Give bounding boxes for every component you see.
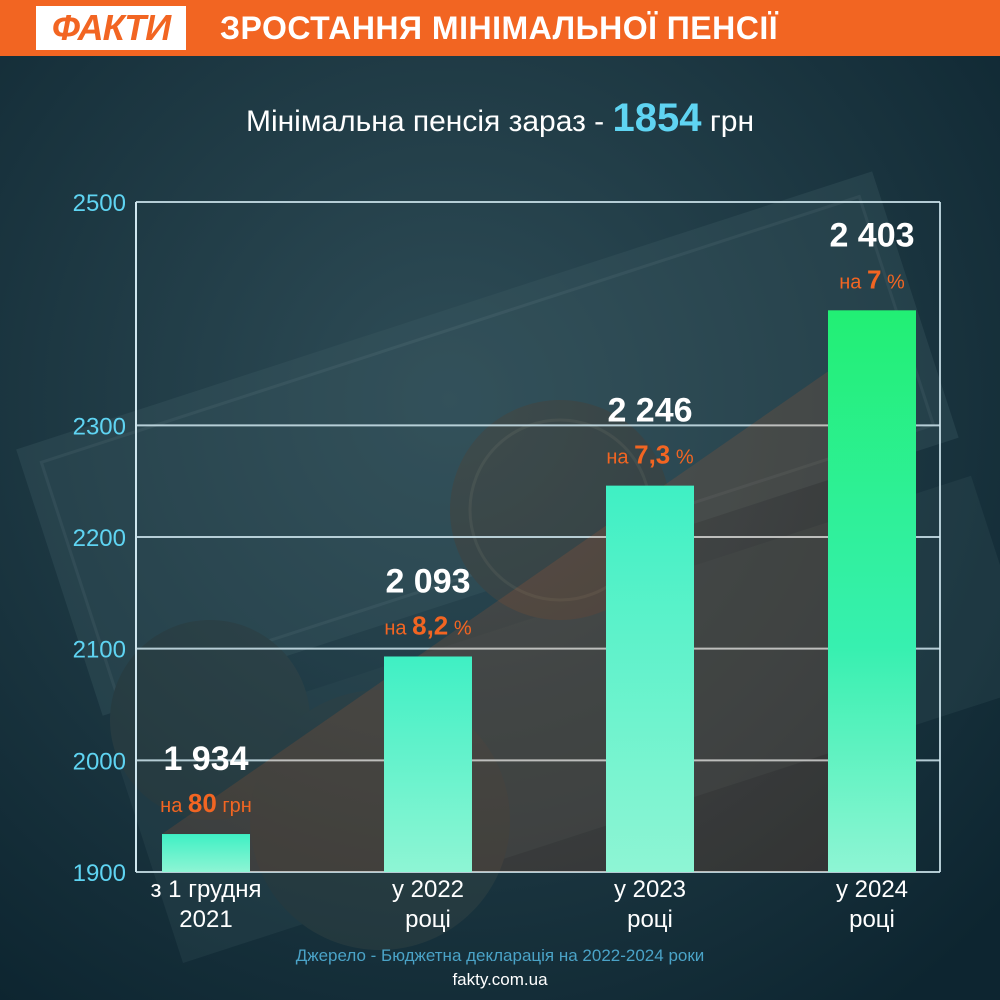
bar-value-label: 2 246 <box>607 392 692 430</box>
increase-value: 7 <box>867 264 881 294</box>
increase-value: 80 <box>188 788 217 818</box>
bar-3 <box>606 485 694 872</box>
trend-shade-area <box>162 310 916 873</box>
x-category-label: у 2022 <box>392 876 464 903</box>
brand-logo: ФАКТИ <box>36 6 186 50</box>
increase-prefix: на <box>606 447 634 469</box>
bar-1 <box>162 834 250 872</box>
x-category-label: році <box>405 906 451 933</box>
bar-increase-label: на 7,3 % <box>606 440 693 470</box>
bar-4 <box>828 310 916 873</box>
current-pension-line: Мінімальна пенсія зараз - 1854 грн <box>0 96 1000 141</box>
bar-value-label: 2 403 <box>829 216 914 254</box>
increase-prefix: на <box>839 271 867 293</box>
page-title: ЗРОСТАННЯ МІНІМАЛЬНОЇ ПЕНСІЇ <box>220 10 779 46</box>
increase-unit: % <box>881 271 905 293</box>
increase-prefix: на <box>160 795 188 817</box>
increase-unit: % <box>670 447 694 469</box>
bar-increase-label: на 7 % <box>839 264 905 294</box>
x-category-label: з 1 грудня <box>151 876 262 903</box>
bar-value-label: 1 934 <box>163 740 248 778</box>
y-tick-label: 2000 <box>73 748 126 775</box>
current-pension-unit: грн <box>701 105 755 138</box>
x-category-label: у 2024 <box>836 876 908 903</box>
x-category-label: році <box>849 906 895 933</box>
increase-value: 7,3 <box>634 440 670 470</box>
bar-value-label: 2 093 <box>385 562 470 600</box>
x-category-label: році <box>627 906 673 933</box>
y-tick-label: 2500 <box>73 190 126 217</box>
y-tick-label: 1900 <box>73 860 126 887</box>
increase-value: 8,2 <box>412 610 448 640</box>
site-url: fakty.com.ua <box>452 970 548 989</box>
increase-unit: % <box>448 617 472 639</box>
increase-prefix: на <box>384 617 412 639</box>
x-category-label: 2021 <box>179 906 232 933</box>
source-note: Джерело - Бюджетна декларація на 2022-20… <box>295 946 705 965</box>
bar-2 <box>384 656 472 872</box>
bar-increase-label: на 80 грн <box>160 788 252 818</box>
header-bar: ФАКТИ ЗРОСТАННЯ МІНІМАЛЬНОЇ ПЕНСІЇ <box>0 0 1000 56</box>
current-pension-value: 1854 <box>612 96 702 140</box>
y-tick-label: 2300 <box>73 413 126 440</box>
bar-increase-label: на 8,2 % <box>384 610 471 640</box>
x-category-label: у 2023 <box>614 876 686 903</box>
increase-unit: грн <box>217 795 252 817</box>
y-tick-label: 2100 <box>73 637 126 664</box>
current-pension-prefix: Мінімальна пенсія зараз - <box>245 105 613 138</box>
y-tick-label: 2200 <box>73 525 126 552</box>
